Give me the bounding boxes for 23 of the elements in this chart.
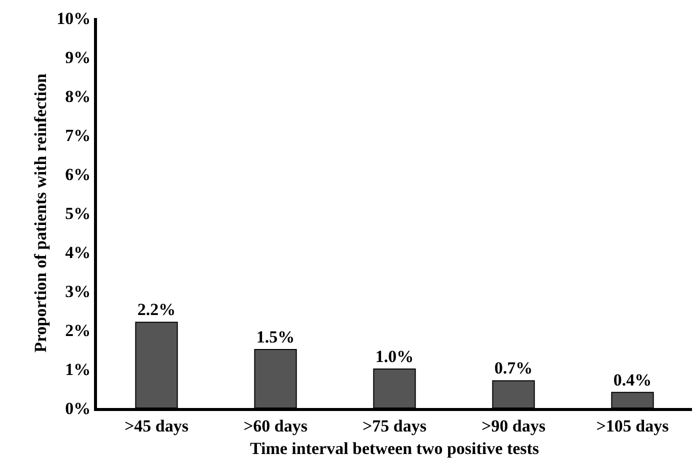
y-tick-label: 2%: [65, 320, 91, 340]
y-tick-label: 7%: [65, 126, 91, 145]
y-tick-label: 5%: [65, 204, 91, 223]
y-tick-label: 9%: [65, 48, 91, 67]
x-tick-label: >90 days: [481, 416, 546, 436]
y-tick-label: 8%: [65, 86, 91, 106]
y-tick-label: 1%: [65, 360, 91, 379]
y-tick-label: 4%: [65, 242, 91, 262]
data-label: 0.4%: [613, 370, 652, 390]
x-axis-title: Time interval between two positive tests: [250, 438, 540, 458]
x-tick-label: >60 days: [243, 416, 308, 436]
y-tick-label: 6%: [65, 164, 91, 184]
x-tick-label: >105 days: [596, 416, 670, 436]
x-tick-label: >75 days: [362, 416, 427, 436]
y-axis-title: Proportion of patients with reinfection: [31, 73, 50, 352]
x-tick-label: >45 days: [124, 416, 189, 436]
data-label: 2.2%: [137, 300, 176, 320]
y-tick-label: 3%: [65, 282, 91, 301]
y-tick-label: 0%: [65, 398, 91, 418]
data-label: 1.0%: [375, 347, 414, 366]
data-label: 1.5%: [256, 328, 295, 346]
y-tick-label: 10%: [56, 8, 91, 28]
data-label: 0.7%: [494, 358, 533, 378]
